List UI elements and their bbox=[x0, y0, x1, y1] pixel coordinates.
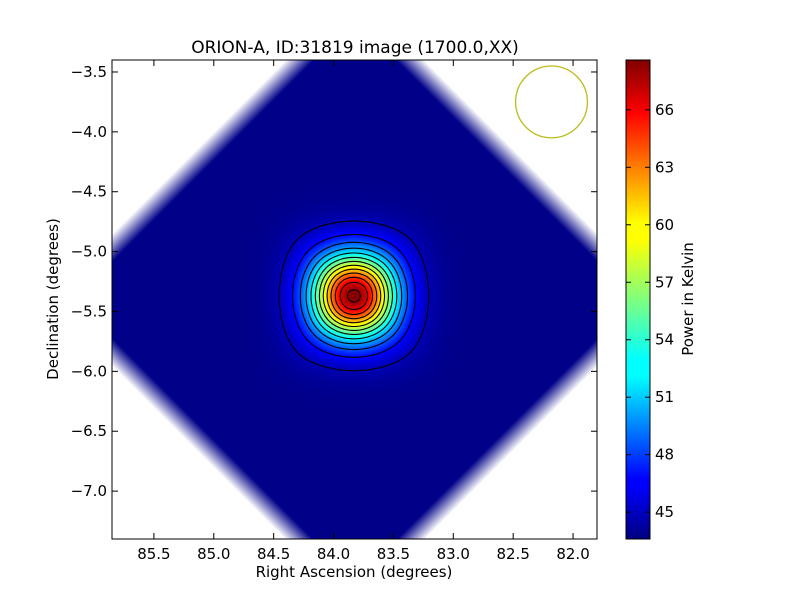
colorbar-tick-label: 63 bbox=[655, 158, 674, 176]
plot-area: 85.5 85.0 84.5 84.0 83.5 83.0 82.5 82.0 −3.5 −4.… bbox=[71, 59, 598, 563]
contour-line bbox=[322, 264, 386, 328]
colorbar-frame bbox=[625, 59, 651, 540]
x-tick-label: 82.0 bbox=[556, 545, 589, 563]
contour-line bbox=[326, 268, 382, 324]
contour-line bbox=[305, 247, 403, 345]
colorbar-tick-label: 60 bbox=[655, 216, 674, 234]
contour-lines bbox=[278, 220, 430, 372]
beam-circle bbox=[514, 65, 589, 139]
y-tick-label: −7.0 bbox=[71, 482, 107, 500]
x-tick-label: 83.0 bbox=[437, 545, 470, 563]
x-tick-label: 84.0 bbox=[317, 545, 350, 563]
contour-line bbox=[291, 233, 416, 358]
colorbar-ticks: 45 48 51 54 57 60 63 66 bbox=[626, 101, 674, 521]
y-tick-label: −4.0 bbox=[71, 123, 107, 141]
colorbar: 45 48 51 54 57 60 63 66 Power in Kelvin bbox=[625, 59, 697, 540]
y-tick-label: −6.5 bbox=[71, 422, 107, 440]
y-tick-label: −4.5 bbox=[71, 183, 107, 201]
contour-line bbox=[330, 272, 378, 320]
y-tick-label: −6.0 bbox=[71, 362, 107, 380]
heatmap-layer bbox=[112, 60, 597, 539]
contour-line bbox=[299, 241, 409, 351]
contour-line bbox=[278, 220, 430, 372]
y-axis: −3.5 −4.0 −4.5 −5.0 −5.5 −6.0 −6.5 −7.0 bbox=[71, 63, 597, 500]
colorbar-tick-label: 45 bbox=[655, 503, 674, 521]
contour-line bbox=[314, 256, 394, 335]
contour-line bbox=[310, 252, 398, 340]
colorbar-tick-label: 57 bbox=[655, 273, 674, 291]
contour-line bbox=[339, 281, 369, 310]
x-tick-label: 83.5 bbox=[377, 545, 410, 563]
y-axis-label: Declination (degrees) bbox=[44, 218, 62, 380]
contour-line bbox=[346, 289, 361, 303]
colorbar-tick-label: 66 bbox=[655, 101, 674, 119]
x-tick-label: 84.5 bbox=[257, 545, 290, 563]
colorbar-gradient bbox=[626, 60, 650, 539]
plot-frame bbox=[111, 59, 598, 540]
y-tick-label: −5.0 bbox=[71, 243, 107, 261]
x-tick-label: 85.5 bbox=[137, 545, 170, 563]
contour-line bbox=[334, 276, 374, 315]
heatmap-image bbox=[112, 60, 597, 539]
chart-title: ORION-A, ID:31819 image (1700.0,XX) bbox=[191, 38, 519, 58]
colorbar-tick-label: 51 bbox=[655, 388, 674, 406]
y-tick-label: −5.5 bbox=[71, 302, 107, 320]
x-axis: 85.5 85.0 84.5 84.0 83.5 83.0 82.5 82.0 bbox=[137, 60, 590, 563]
x-axis-label: Right Ascension (degrees) bbox=[256, 563, 453, 581]
colorbar-label: Power in Kelvin bbox=[679, 242, 697, 356]
colorbar-tick-label: 54 bbox=[655, 331, 674, 349]
colorbar-tick-label: 48 bbox=[655, 446, 674, 464]
contour-line bbox=[318, 260, 389, 331]
y-tick-label: −3.5 bbox=[71, 63, 107, 81]
x-tick-label: 85.0 bbox=[197, 545, 230, 563]
x-tick-label: 82.5 bbox=[496, 545, 529, 563]
